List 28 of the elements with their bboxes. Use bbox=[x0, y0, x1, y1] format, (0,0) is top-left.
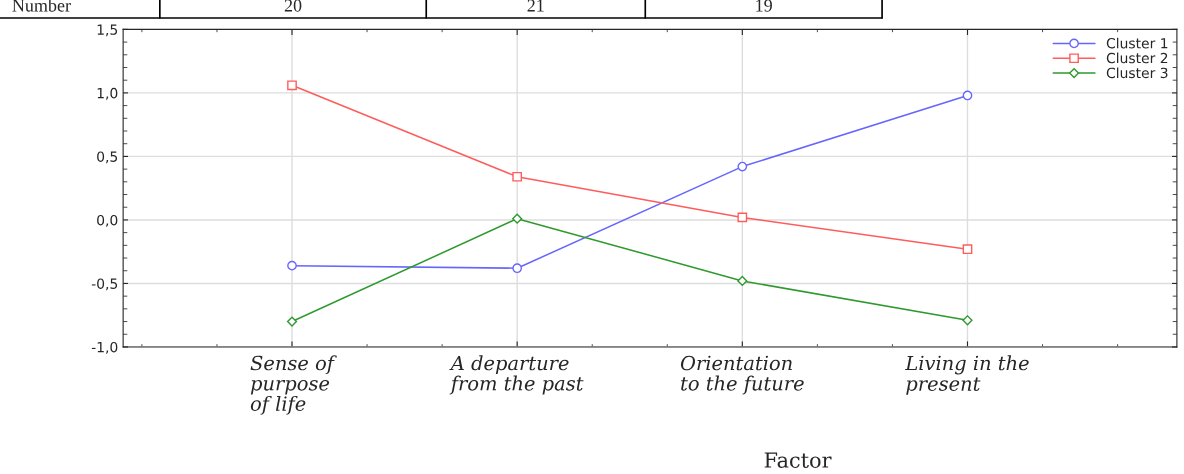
point bbox=[962, 90, 973, 101]
legend-label: Cluster 3 bbox=[1106, 67, 1168, 79]
point bbox=[737, 161, 748, 172]
point bbox=[287, 80, 297, 91]
point bbox=[287, 260, 297, 271]
x-tick-label: Living in the present bbox=[905, 355, 1029, 395]
y-tick-label: 0,0 bbox=[97, 214, 118, 227]
point bbox=[962, 244, 973, 255]
legend-label: Cluster 1 bbox=[1106, 37, 1168, 49]
y-tick-label: 0,5 bbox=[97, 151, 118, 164]
x-tick-label: Sense of purpose of life bbox=[250, 355, 337, 415]
text: 19 bbox=[756, 0, 772, 12]
point bbox=[512, 171, 523, 182]
legend-label: Cluster 2 bbox=[1106, 52, 1168, 64]
y-tick-label: 1,5 bbox=[97, 24, 118, 37]
y-tick-label: -1,0 bbox=[91, 341, 118, 354]
x-axis-title: Factor bbox=[764, 452, 832, 468]
x-tick-label: Orientation to the future bbox=[680, 355, 804, 395]
point bbox=[962, 315, 973, 326]
point bbox=[512, 213, 523, 224]
y-tick-label: 1,0 bbox=[97, 87, 118, 100]
point bbox=[512, 263, 523, 274]
text: 21 bbox=[527, 0, 544, 12]
text: 20 bbox=[284, 0, 302, 12]
y-tick-label: -0,5 bbox=[91, 278, 118, 291]
x-tick-label: A departure from the past bbox=[449, 355, 584, 395]
point bbox=[737, 275, 748, 287]
point bbox=[737, 212, 748, 223]
